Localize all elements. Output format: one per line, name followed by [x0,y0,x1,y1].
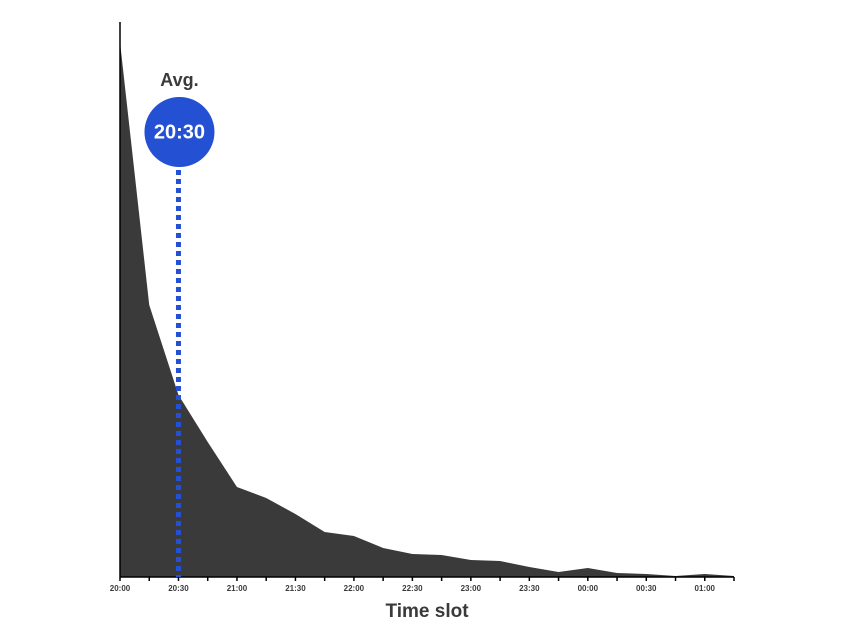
x-tick-label: 00:30 [636,584,657,593]
x-tick-label: 21:00 [227,584,248,593]
x-tick-label: 01:00 [695,584,716,593]
x-tick-label: 22:30 [402,584,423,593]
x-tick-label: 20:00 [110,584,131,593]
x-tick-label: 23:00 [461,584,482,593]
x-tick-label: 20:30 [168,584,189,593]
x-axis-label: Time slot [385,601,469,622]
avg-value: 20:30 [154,121,205,143]
x-tick-label: 21:30 [285,584,306,593]
area [120,42,734,577]
avg-label: Avg. [160,70,198,90]
x-tick-label: 22:00 [344,584,365,593]
x-tick-label: 00:00 [578,584,599,593]
avg-badge [144,97,215,167]
x-tick-label: 23:30 [519,584,540,593]
